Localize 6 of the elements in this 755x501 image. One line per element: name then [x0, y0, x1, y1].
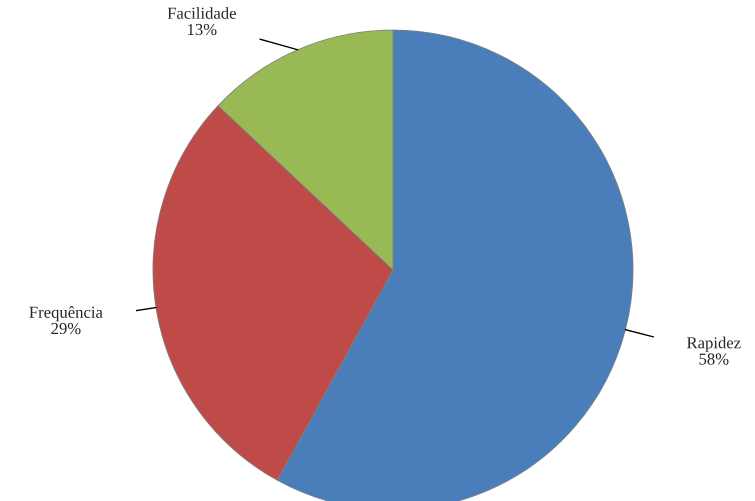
data-label: 13%: [188, 24, 217, 36]
data-label: 58%: [699, 353, 728, 365]
slice-label: Frequência: [29, 306, 103, 322]
slice-label: Rapidez: [686, 336, 741, 352]
data-label: 29%: [51, 322, 81, 334]
slice-label: Facilidade: [168, 7, 236, 19]
